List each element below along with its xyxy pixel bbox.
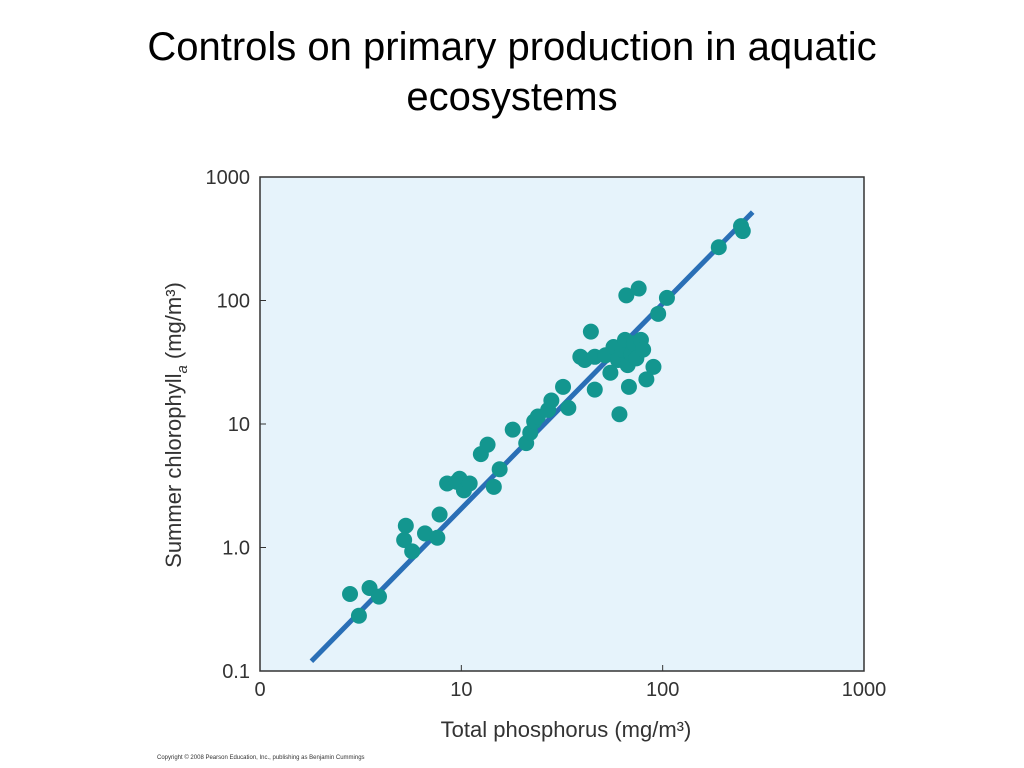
y-axis-ticks: 0.1 1.0 10 100 1000 xyxy=(206,167,266,683)
y-axis-label: Summer chlorophylla (mg/m³) xyxy=(161,282,191,568)
y-tick-label: 0.1 xyxy=(222,661,250,683)
data-point xyxy=(618,287,635,304)
data-point xyxy=(461,475,478,492)
data-point xyxy=(371,588,388,605)
data-point xyxy=(650,305,667,322)
x-tick-label: 0 xyxy=(254,679,265,701)
y-tick-label: 1000 xyxy=(206,167,251,189)
data-point xyxy=(602,364,619,381)
data-point xyxy=(404,543,421,560)
slide-title: Controls on primary production in aquati… xyxy=(0,22,1024,122)
data-point xyxy=(396,532,413,549)
slide-title-line1: Controls on primary production in aquati… xyxy=(147,25,877,69)
data-point xyxy=(560,399,577,416)
y-tick-label: 10 xyxy=(228,414,250,436)
data-point xyxy=(485,478,502,495)
y-axis-label-subscript: a xyxy=(174,365,191,373)
data-point xyxy=(431,506,448,523)
data-point xyxy=(734,223,751,240)
data-point xyxy=(479,436,496,453)
x-axis-label: Total phosphorus (mg/m³) xyxy=(441,717,692,742)
y-tick-label: 1.0 xyxy=(222,538,250,560)
data-point xyxy=(397,517,414,534)
copyright-notice: Copyright © 2008 Pearson Education, Inc.… xyxy=(157,755,365,761)
data-point xyxy=(504,421,521,438)
data-point xyxy=(638,371,655,388)
x-axis-ticks: 0 10 100 1000 xyxy=(254,665,886,701)
x-tick-label: 100 xyxy=(646,679,679,701)
data-point xyxy=(611,406,628,423)
plot-area xyxy=(259,176,865,672)
data-point xyxy=(350,607,367,624)
points-layer xyxy=(342,218,751,624)
y-axis-label-units: (mg/m³) xyxy=(161,282,186,359)
data-point xyxy=(645,358,662,375)
data-point xyxy=(582,323,599,340)
data-point xyxy=(635,341,652,358)
data-point xyxy=(620,378,637,395)
slide-title-line2: ecosystems xyxy=(406,75,618,119)
y-axis-label-main: Summer chlorophyll xyxy=(161,373,186,567)
y-tick-label: 100 xyxy=(217,291,250,313)
x-tick-label: 1000 xyxy=(842,679,887,701)
data-point xyxy=(429,529,446,546)
x-tick-label: 10 xyxy=(450,679,472,701)
data-point xyxy=(586,381,603,398)
data-point xyxy=(543,392,560,409)
data-point xyxy=(491,461,508,478)
data-point xyxy=(630,280,647,297)
data-point xyxy=(658,289,675,306)
data-point xyxy=(710,239,727,256)
data-point xyxy=(417,525,434,542)
data-point xyxy=(342,586,359,603)
data-point xyxy=(555,378,572,395)
